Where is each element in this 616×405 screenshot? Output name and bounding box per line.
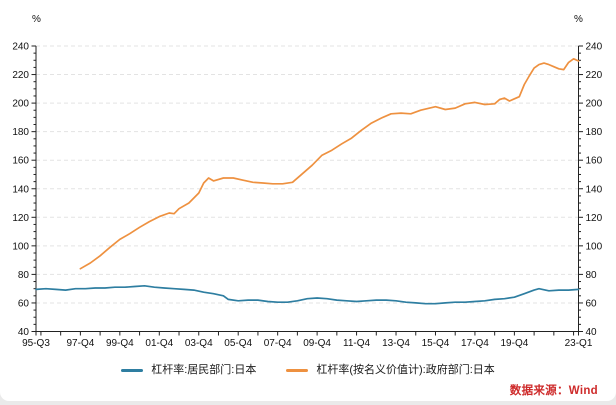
y-tick-label-left: 100	[12, 241, 29, 252]
y-tick-label-right: 40	[586, 327, 598, 338]
x-tick-label: 05-Q4	[224, 338, 252, 349]
y-axis-unit-right: %	[574, 14, 583, 25]
y-tick-label-right: 140	[586, 184, 603, 195]
x-tick-label: 15-Q4	[422, 338, 450, 349]
government-line-swatch	[286, 368, 309, 372]
y-axis-unit-left: %	[32, 14, 41, 25]
legend-item-household[interactable]: 杠杆率:居民部门:日本	[121, 363, 257, 376]
y-tick-label-left: 140	[12, 184, 29, 195]
y-tick-label-right: 200	[586, 99, 603, 110]
x-tick-label: 01-Q4	[145, 338, 173, 349]
data-source-note: 数据来源：Wind	[509, 385, 598, 397]
x-tick-label: 17-Q4	[461, 338, 489, 349]
y-tick-label-right: 240	[586, 42, 603, 53]
y-tick-label-right: 100	[586, 241, 603, 252]
household-leverage-line	[35, 284, 580, 305]
government-leverage-line	[79, 57, 580, 270]
y-tick-label-left: 160	[12, 156, 29, 167]
y-tick-label-right: 160	[586, 156, 603, 167]
x-tick-label: 07-Q4	[264, 338, 292, 349]
y-tick-label-left: 120	[12, 213, 29, 224]
x-tick-label: 23-Q1	[565, 338, 593, 349]
legend-label-household: 杠杆率:居民部门:日本	[151, 363, 257, 376]
x-tick-label: 99-Q4	[106, 338, 134, 349]
y-tick-label-left: 180	[12, 127, 29, 138]
y-tick-label-left: 200	[12, 99, 29, 110]
x-tick-label: 95-Q3	[22, 338, 50, 349]
y-tick-label-left: 40	[18, 327, 30, 338]
x-tick-label: 13-Q4	[382, 338, 410, 349]
x-tick-label: 97-Q4	[66, 338, 94, 349]
x-tick-label: 09-Q4	[303, 338, 331, 349]
y-tick-label-left: 80	[18, 270, 30, 281]
y-tick-label-right: 80	[586, 270, 598, 281]
x-tick-label: 03-Q4	[185, 338, 213, 349]
y-tick-label-left: 60	[18, 298, 30, 309]
household-line-swatch	[121, 368, 144, 372]
y-tick-label-right: 180	[586, 127, 603, 138]
y-tick-label-right: 120	[586, 213, 603, 224]
y-tick-label-right: 220	[586, 70, 603, 81]
x-tick-label: 11-Q4	[343, 338, 370, 349]
x-tick-label: 19-Q4	[500, 338, 528, 349]
legend: 杠杆率:居民部门:日本 杠杆率(按名义价值计):政府部门:日本	[0, 361, 616, 379]
y-tick-label-left: 220	[12, 70, 29, 81]
legend-label-government: 杠杆率(按名义价值计):政府部门:日本	[316, 363, 495, 376]
y-tick-label-left: 240	[12, 42, 29, 53]
y-tick-label-right: 60	[586, 298, 598, 309]
legend-item-government[interactable]: 杠杆率(按名义价值计):政府部门:日本	[286, 363, 495, 376]
